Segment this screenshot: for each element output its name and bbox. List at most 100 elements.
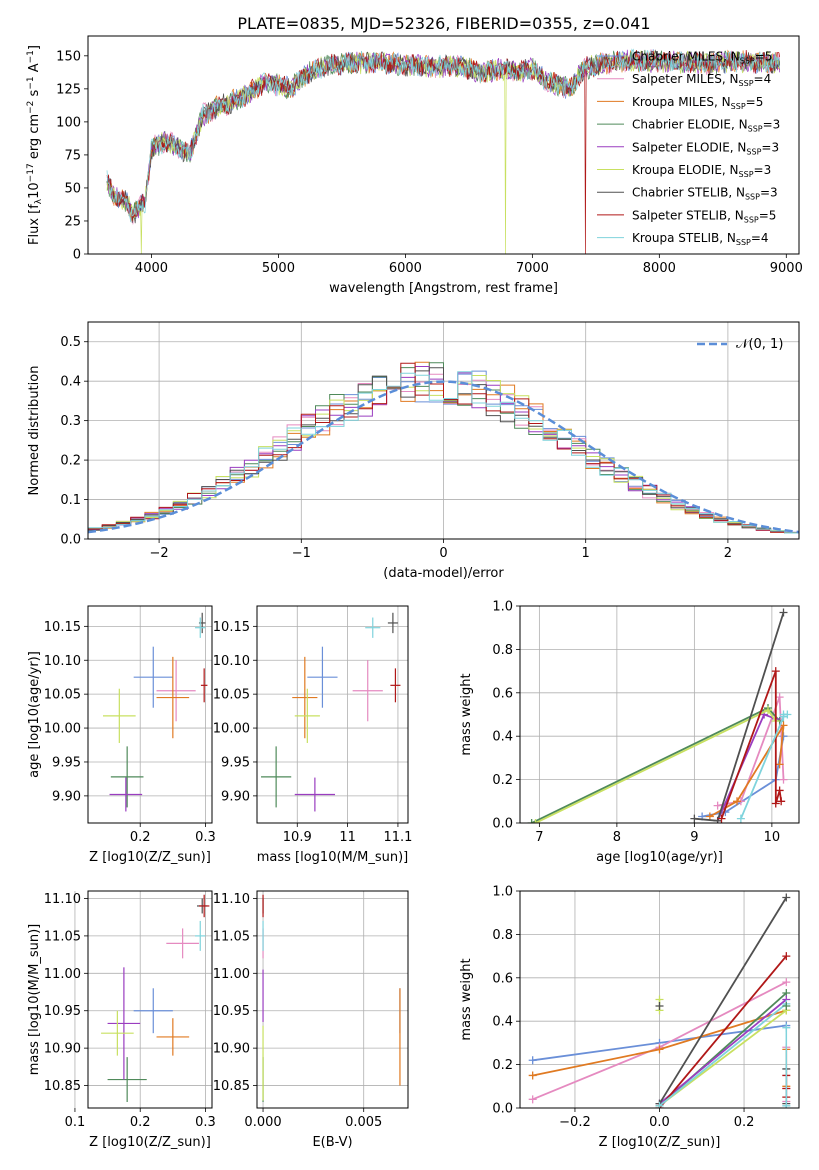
y-tick-label: 11.05	[213, 929, 250, 944]
legend-label: Chabrier STELIB, NSSP=3	[632, 186, 778, 202]
legend: Chabrier MILES, NSSP=5 Salpeter MILES, NS…	[597, 50, 780, 247]
axes-frame	[87, 605, 213, 824]
weight-marker	[777, 797, 786, 806]
y-tick-label: 0.8	[492, 643, 513, 658]
x-axis-label: wavelength [Angstrom, rest frame]	[329, 281, 558, 296]
x-tick-label: −0.2	[559, 1115, 591, 1130]
y-tick-label: 0.2	[492, 773, 513, 788]
x-axis-label: Z [log10(Z/Z_sun)]	[89, 1135, 211, 1150]
y-axis-label: Normed distribution	[27, 366, 42, 496]
weight-marker	[779, 775, 788, 784]
weight-marker	[779, 608, 788, 617]
y-tick-label: 10.90	[213, 1042, 250, 1057]
x-tick-label: 1	[582, 546, 590, 561]
x-tick-label: 0.000	[244, 1115, 281, 1130]
weight-marker	[717, 814, 726, 823]
y-tick-label: 10.00	[213, 722, 250, 737]
weight-marker	[775, 693, 784, 702]
x-tick-label: 0.2	[130, 830, 151, 845]
y-tick-label: 10.10	[44, 654, 81, 669]
weight-marker	[531, 819, 540, 823]
y-tick-label: 10.05	[213, 688, 250, 703]
y-axis-label: mass weight	[459, 673, 474, 755]
x-tick-label: 4000	[135, 261, 168, 276]
y-tick-label: 11.05	[44, 929, 81, 944]
weight-marker	[655, 1101, 664, 1108]
y-tick-label: 10.95	[213, 1004, 250, 1019]
y-tick-label: 0.4	[60, 375, 81, 390]
y-tick-label: 9.95	[52, 755, 81, 770]
y-tick-label: 75	[64, 148, 81, 163]
axes-frame	[87, 890, 213, 1109]
weight-marker	[705, 812, 714, 821]
axes-frame	[87, 321, 800, 540]
gaussian-reference	[88, 380, 799, 534]
y-tick-label: 0.0	[492, 817, 513, 832]
weight-marker	[783, 710, 792, 719]
plot-area	[106, 48, 781, 254]
x-axis-label: mass [log10(M/M_sun)]	[257, 850, 409, 865]
x-tick-label: 0.3	[195, 1115, 216, 1130]
x-tick-label: 6000	[389, 261, 422, 276]
axes-frame	[519, 605, 800, 824]
y-tick-label: 150	[56, 49, 81, 64]
y-tick-label: 0.2	[492, 1058, 513, 1073]
plot-area	[261, 612, 401, 812]
x-tick-label: 0.0	[649, 1115, 670, 1130]
figure-title: PLATE=0835, MJD=52326, FIBERID=0355, z=0…	[237, 14, 650, 33]
legend-label: Salpeter ELODIE, NSSP=3	[632, 140, 779, 156]
y-tick-label: 0.2	[60, 454, 81, 469]
y-tick-label: 0.0	[492, 1102, 513, 1117]
y-tick-label: 10.15	[44, 620, 81, 635]
weight-marker	[655, 1045, 664, 1054]
plot-area	[88, 361, 799, 534]
x-tick-label: 0.3	[195, 830, 216, 845]
spectrum-line	[106, 48, 781, 223]
legend-label: Chabrier ELODIE, NSSP=3	[632, 118, 780, 134]
axes-frame	[256, 605, 409, 824]
weight-marker	[775, 760, 784, 769]
y-tick-label: 0	[73, 248, 81, 263]
weight-marker	[771, 667, 780, 676]
weight-marker	[764, 706, 772, 715]
legend-label: Chabrier MILES, NSSP=5	[632, 50, 772, 66]
legend-label: Salpeter STELIB, NSSP=5	[632, 208, 776, 224]
axes-mass_vs_ebv: 0.000 0.005 10.85 10.90 10.95 11.00 11.05 11.10…	[213, 890, 409, 1150]
x-tick-label: 0	[439, 546, 447, 561]
weight-marker	[528, 1056, 537, 1065]
plot-area	[528, 893, 791, 1108]
weight-marker	[775, 786, 784, 795]
weight-line	[658, 998, 787, 1105]
y-tick-label: 100	[56, 115, 81, 130]
y-tick-label: 10.05	[44, 688, 81, 703]
legend-label: 𝒩(0, 1)	[736, 337, 783, 352]
y-tick-label: 10.90	[44, 1042, 81, 1057]
histogram-step	[88, 371, 799, 534]
axes-mass_vs_Z: 0.1 0.2 0.3 10.85 10.90 10.95 11.00 11.05 11.10 Z…	[27, 890, 216, 1150]
y-tick-label: 10.85	[44, 1079, 81, 1094]
axes-age_vs_mass: 10.9 11 11.1 9.90 9.95 10.00 10.05 10.10 10.15 ma…	[213, 605, 412, 865]
y-axis-label: Flux [fλ10−17 erg cm−2 s−1 A−1]	[26, 45, 44, 245]
y-tick-label: 0.8	[492, 928, 513, 943]
plot-area	[262, 894, 401, 1103]
weight-marker	[690, 814, 699, 823]
axes-residuals: −2 −1 0 1 2 0.0 0.1 0.2 0.3 0.4 0.5 (data-model)/er…	[27, 321, 800, 581]
y-tick-label: 9.90	[52, 789, 81, 804]
y-tick-label: 0.5	[60, 335, 81, 350]
legend-label: Kroupa STELIB, NSSP=4	[632, 231, 769, 247]
y-tick-label: 10.85	[213, 1079, 250, 1094]
weight-line	[658, 1003, 787, 1107]
y-tick-label: 0.3	[60, 414, 81, 429]
y-tick-label: 10.00	[44, 722, 81, 737]
legend-label: Salpeter MILES, NSSP=4	[632, 72, 771, 88]
y-tick-label: 10.15	[213, 620, 250, 635]
x-tick-label: 10	[764, 830, 781, 845]
y-axis-label: mass [log10(M/M_sun)]	[27, 924, 42, 1076]
weight-marker	[733, 797, 741, 806]
x-tick-label: 7000	[516, 261, 549, 276]
weight-marker	[528, 1095, 537, 1104]
x-tick-label: 2	[724, 546, 732, 561]
x-tick-label: 0.2	[734, 1115, 755, 1130]
plot-layer: 4000 5000 6000 7000 8000 90000255075100125150…	[26, 35, 803, 1150]
